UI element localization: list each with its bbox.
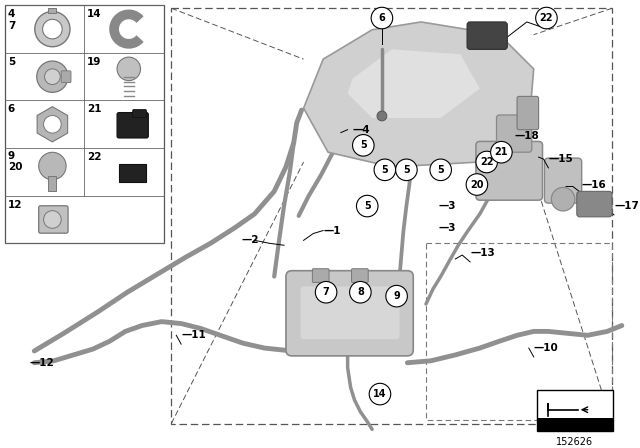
Text: —3: —3 (438, 201, 456, 211)
Text: 6: 6 (8, 104, 15, 114)
Text: 5: 5 (403, 165, 410, 175)
Circle shape (374, 159, 396, 181)
FancyBboxPatch shape (132, 110, 147, 117)
Text: 21: 21 (87, 104, 102, 114)
Text: 9: 9 (393, 291, 400, 301)
FancyBboxPatch shape (301, 286, 399, 339)
Text: 4: 4 (8, 9, 15, 19)
Circle shape (43, 19, 62, 39)
Circle shape (44, 116, 61, 133)
Text: —2: —2 (242, 235, 259, 246)
Circle shape (44, 211, 61, 228)
Text: —17: —17 (614, 201, 639, 211)
Text: 5: 5 (360, 140, 367, 151)
Circle shape (353, 134, 374, 156)
Circle shape (396, 159, 417, 181)
Text: —1: —1 (323, 225, 340, 236)
Circle shape (38, 152, 66, 180)
Bar (172, 8, 612, 424)
Text: —11: —11 (181, 330, 206, 340)
Circle shape (349, 281, 371, 303)
Text: —15: —15 (548, 154, 573, 164)
Text: 19: 19 (87, 57, 102, 67)
Text: 152626: 152626 (556, 437, 593, 447)
FancyBboxPatch shape (61, 71, 71, 82)
FancyBboxPatch shape (351, 269, 368, 282)
Bar (426, 243, 612, 419)
Circle shape (491, 142, 512, 163)
FancyBboxPatch shape (467, 22, 508, 49)
Text: —10: —10 (534, 343, 559, 353)
Circle shape (35, 12, 70, 47)
Text: 14: 14 (373, 389, 387, 399)
Text: 5: 5 (8, 57, 15, 67)
Circle shape (536, 7, 557, 29)
Text: —4: —4 (353, 125, 370, 135)
FancyBboxPatch shape (286, 271, 413, 356)
Text: 5: 5 (364, 201, 371, 211)
Circle shape (316, 281, 337, 303)
FancyBboxPatch shape (545, 158, 582, 203)
Text: 7: 7 (8, 21, 15, 31)
Bar (5, 5, 164, 243)
Bar (49, 176, 56, 191)
Text: 20: 20 (470, 180, 484, 190)
Polygon shape (303, 22, 534, 167)
Text: —16: —16 (582, 180, 607, 190)
Text: 22: 22 (480, 157, 493, 167)
Circle shape (117, 57, 141, 81)
FancyBboxPatch shape (517, 96, 539, 129)
Circle shape (386, 285, 408, 307)
Text: 22: 22 (87, 152, 102, 162)
Text: —12: —12 (29, 358, 54, 368)
Text: 14: 14 (87, 9, 102, 19)
FancyBboxPatch shape (312, 269, 329, 282)
Text: 5: 5 (437, 165, 444, 175)
Circle shape (36, 61, 68, 92)
Circle shape (430, 159, 451, 181)
Circle shape (476, 151, 497, 173)
Polygon shape (37, 107, 68, 142)
Polygon shape (348, 49, 480, 118)
FancyBboxPatch shape (476, 142, 543, 200)
Text: 22: 22 (540, 13, 553, 23)
Text: 12: 12 (8, 200, 22, 210)
Bar (537, 390, 613, 431)
Text: 7: 7 (323, 287, 330, 297)
FancyBboxPatch shape (38, 206, 68, 233)
Text: 20: 20 (8, 162, 22, 172)
Text: 8: 8 (357, 287, 364, 297)
Text: 9: 9 (8, 151, 15, 161)
Text: 21: 21 (495, 147, 508, 157)
FancyBboxPatch shape (497, 115, 532, 152)
FancyBboxPatch shape (577, 191, 612, 217)
Circle shape (377, 111, 387, 121)
Circle shape (369, 383, 391, 405)
Circle shape (356, 195, 378, 217)
Bar (537, 418, 613, 431)
Text: —18: —18 (514, 130, 539, 141)
FancyBboxPatch shape (117, 112, 148, 138)
Text: 5: 5 (381, 165, 388, 175)
Circle shape (466, 174, 488, 195)
Circle shape (371, 7, 393, 29)
Text: —3: —3 (438, 223, 456, 233)
Text: 6: 6 (378, 13, 385, 23)
Circle shape (551, 187, 575, 211)
Text: —13: —13 (470, 248, 495, 258)
Bar (119, 164, 147, 182)
Bar (49, 8, 56, 13)
Circle shape (45, 69, 60, 85)
